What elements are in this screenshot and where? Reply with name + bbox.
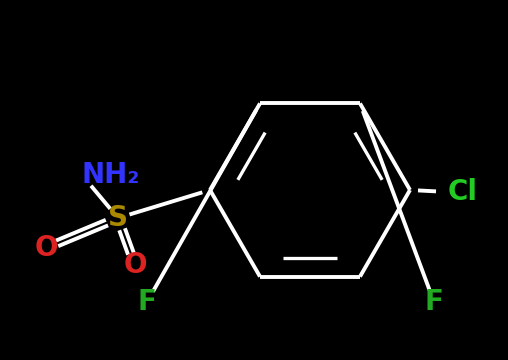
Text: O: O [34, 234, 58, 262]
Text: NH₂: NH₂ [82, 161, 140, 189]
Text: O: O [123, 251, 147, 279]
Text: F: F [138, 288, 156, 316]
Text: S: S [108, 204, 128, 232]
Text: Cl: Cl [448, 178, 478, 206]
Text: F: F [425, 288, 443, 316]
